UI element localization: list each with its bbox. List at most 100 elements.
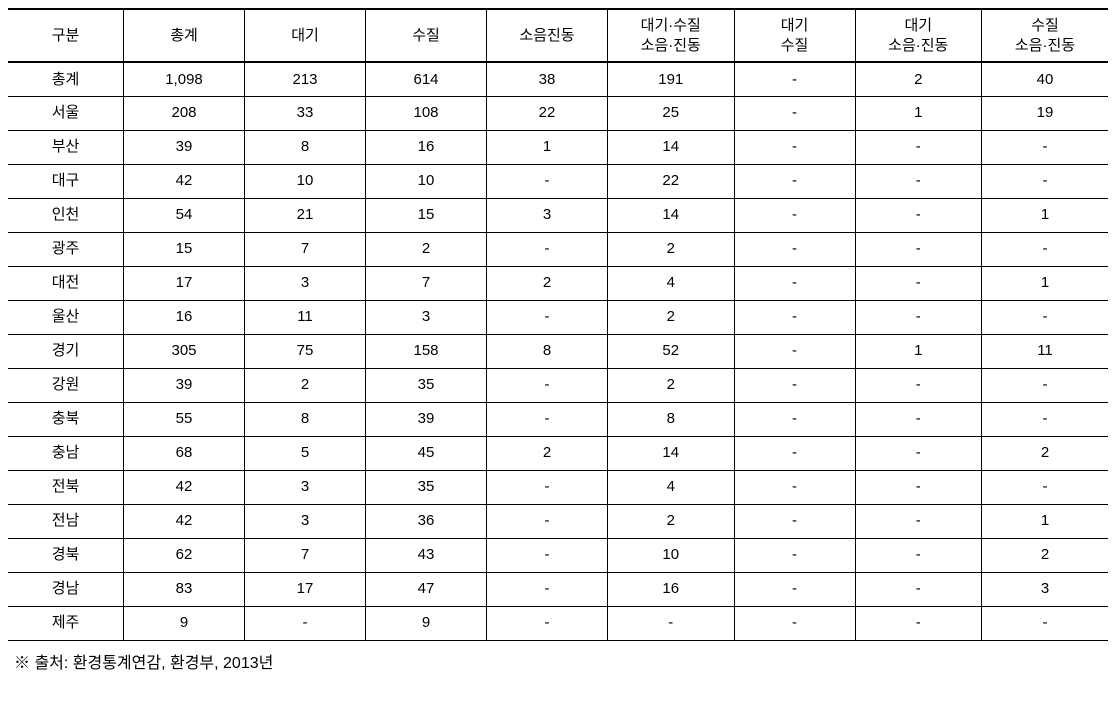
table-cell: 대구 — [8, 164, 124, 198]
table-cell: - — [734, 368, 855, 402]
table-cell: 17 — [124, 266, 245, 300]
table-cell: 2 — [608, 368, 735, 402]
table-cell: - — [855, 130, 982, 164]
table-row: 강원39235-2--- — [8, 368, 1108, 402]
table-cell: 3 — [366, 300, 487, 334]
table-cell: 16 — [124, 300, 245, 334]
table-cell: 47 — [366, 572, 487, 606]
table-cell: - — [734, 266, 855, 300]
table-cell: - — [734, 606, 855, 640]
table-cell: 2 — [487, 266, 608, 300]
table-cell: - — [487, 538, 608, 572]
header-cell-5: 대기·수질소음·진동 — [608, 9, 735, 62]
data-table: 구분총계대기수질소음진동대기·수질소음·진동대기수질대기소음·진동수질소음·진동… — [8, 8, 1108, 641]
table-cell: - — [855, 198, 982, 232]
table-cell: - — [487, 470, 608, 504]
table-cell: 2 — [245, 368, 366, 402]
table-cell: 2 — [487, 436, 608, 470]
table-cell: - — [734, 300, 855, 334]
table-cell: 36 — [366, 504, 487, 538]
table-cell: 19 — [982, 96, 1109, 130]
table-cell: 14 — [608, 198, 735, 232]
table-row: 서울208331082225-119 — [8, 96, 1108, 130]
table-cell: 2 — [366, 232, 487, 266]
table-cell: 2 — [608, 504, 735, 538]
table-cell: 4 — [608, 470, 735, 504]
table-row: 대구421010-22--- — [8, 164, 1108, 198]
table-cell: - — [855, 538, 982, 572]
table-cell: - — [982, 402, 1109, 436]
table-cell: 54 — [124, 198, 245, 232]
table-cell: 55 — [124, 402, 245, 436]
table-cell: - — [855, 368, 982, 402]
table-cell: - — [734, 402, 855, 436]
table-row: 충남68545214--2 — [8, 436, 1108, 470]
table-cell: 16 — [366, 130, 487, 164]
table-cell: - — [855, 300, 982, 334]
table-cell: 15 — [124, 232, 245, 266]
table-cell: 25 — [608, 96, 735, 130]
header-cell-2: 대기 — [245, 9, 366, 62]
table-cell: - — [734, 232, 855, 266]
table-cell: 52 — [608, 334, 735, 368]
table-cell: - — [734, 198, 855, 232]
table-cell: 15 — [366, 198, 487, 232]
table-cell: 전북 — [8, 470, 124, 504]
table-cell: - — [982, 232, 1109, 266]
table-row: 인천542115314--1 — [8, 198, 1108, 232]
header-cell-4: 소음진동 — [487, 9, 608, 62]
table-cell: 39 — [366, 402, 487, 436]
table-cell: 10 — [366, 164, 487, 198]
table-cell: 경북 — [8, 538, 124, 572]
table-cell: 7 — [366, 266, 487, 300]
table-header: 구분총계대기수질소음진동대기·수질소음·진동대기수질대기소음·진동수질소음·진동 — [8, 9, 1108, 62]
table-cell: 35 — [366, 470, 487, 504]
table-cell: 대전 — [8, 266, 124, 300]
table-cell: 208 — [124, 96, 245, 130]
header-cell-8: 수질소음·진동 — [982, 9, 1109, 62]
table-cell: - — [608, 606, 735, 640]
table-cell: - — [487, 300, 608, 334]
table-cell: - — [734, 572, 855, 606]
table-cell: 21 — [245, 198, 366, 232]
table-cell: - — [734, 96, 855, 130]
table-row: 제주9-9----- — [8, 606, 1108, 640]
table-cell: - — [982, 300, 1109, 334]
table-cell: - — [734, 334, 855, 368]
header-row: 구분총계대기수질소음진동대기·수질소음·진동대기수질대기소음·진동수질소음·진동 — [8, 9, 1108, 62]
table-cell: - — [855, 470, 982, 504]
table-row: 총계1,09821361438191-240 — [8, 62, 1108, 96]
table-cell: - — [245, 606, 366, 640]
table-cell: 1,098 — [124, 62, 245, 96]
table-cell: - — [855, 436, 982, 470]
table-cell: 33 — [245, 96, 366, 130]
table-cell: - — [982, 606, 1109, 640]
table-cell: - — [487, 232, 608, 266]
table-cell: 108 — [366, 96, 487, 130]
table-cell: 3 — [245, 504, 366, 538]
table-cell: - — [982, 470, 1109, 504]
table-row: 충북55839-8--- — [8, 402, 1108, 436]
table-cell: 8 — [608, 402, 735, 436]
table-cell: 7 — [245, 538, 366, 572]
table-cell: 11 — [982, 334, 1109, 368]
table-cell: - — [487, 368, 608, 402]
table-cell: 서울 — [8, 96, 124, 130]
table-cell: 충북 — [8, 402, 124, 436]
table-cell: - — [734, 504, 855, 538]
table-cell: 4 — [608, 266, 735, 300]
table-row: 광주1572-2--- — [8, 232, 1108, 266]
table-cell: 경남 — [8, 572, 124, 606]
table-cell: 39 — [124, 130, 245, 164]
header-cell-7: 대기소음·진동 — [855, 9, 982, 62]
table-cell: 8 — [245, 402, 366, 436]
table-cell: 191 — [608, 62, 735, 96]
table-cell: 1 — [487, 130, 608, 164]
table-cell: 제주 — [8, 606, 124, 640]
table-cell: 인천 — [8, 198, 124, 232]
table-cell: - — [982, 368, 1109, 402]
table-cell: 22 — [608, 164, 735, 198]
table-cell: 39 — [124, 368, 245, 402]
table-row: 경북62743-10--2 — [8, 538, 1108, 572]
table-row: 부산39816114--- — [8, 130, 1108, 164]
